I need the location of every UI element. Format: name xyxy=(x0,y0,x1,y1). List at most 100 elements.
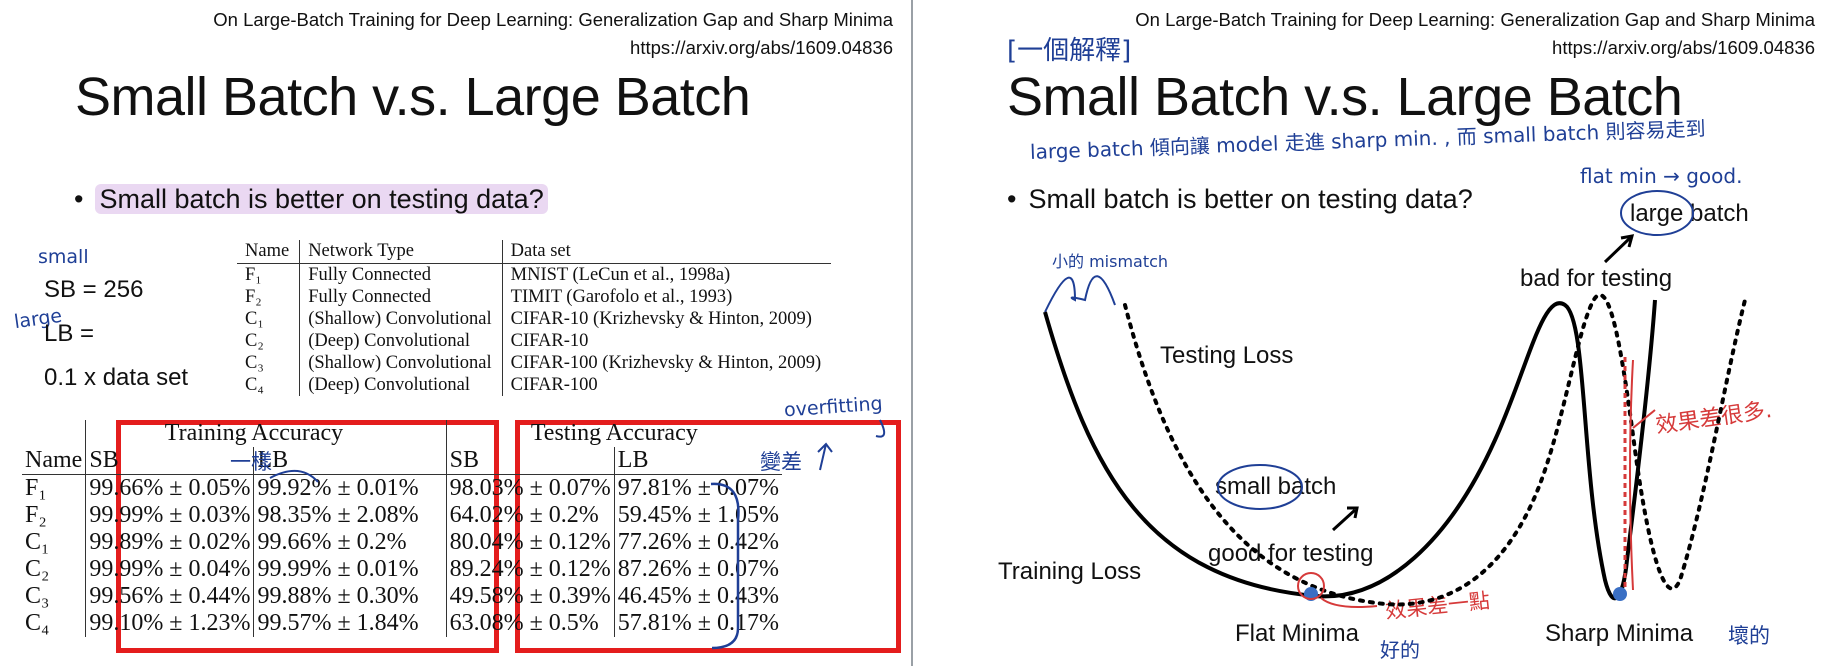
small-circle-annotation xyxy=(1217,464,1303,510)
table-cell: 99.56% ± 0.44% xyxy=(85,583,254,610)
testing-accuracy-header: Testing Accuracy xyxy=(445,420,782,447)
table-cell: 99.99% ± 0.03% xyxy=(85,502,254,529)
table-cell: (Shallow) Convolutional xyxy=(299,352,503,374)
table-cell: 99.99% ± 0.01% xyxy=(253,556,422,583)
table-row: F₁ Fully Connected MNIST (LeCun et al., 19… xyxy=(237,263,832,286)
table-cell: 57.81% ± 0.17% xyxy=(613,610,782,637)
left-slide: On Large-Batch Training for Deep Learnin… xyxy=(0,0,913,666)
table-cell: CIFAR-10 xyxy=(501,330,832,352)
large-circle-annotation xyxy=(1620,190,1694,236)
handwritten-good: 好的 xyxy=(1380,638,1420,662)
table-row: C₁ 99.89% ± 0.02% 99.66% ± 0.2% 80.04% ± 0.… xyxy=(22,529,782,556)
highlighted-question: Small batch is better on testing data? xyxy=(95,184,548,214)
table-cell: C₄ xyxy=(25,610,50,636)
paper-title: On Large-Batch Training for Deep Learnin… xyxy=(1135,9,1815,30)
table-cell: C₂ xyxy=(25,556,50,582)
table-row: F₁ 99.66% ± 0.05% 99.92% ± 0.01% 98.03% ± 0… xyxy=(22,474,782,502)
table-cell: 46.45% ± 0.43% xyxy=(613,583,782,610)
flat-minimum-point xyxy=(1304,587,1318,601)
table-cell: F₁ xyxy=(25,475,47,501)
sb-definition: SB = 256 xyxy=(44,276,144,303)
table-cell: F₁ xyxy=(245,265,262,285)
paper-url[interactable]: https://arxiv.org/abs/1609.04836 xyxy=(1552,37,1815,58)
table-cell: TIMIT (Garofolo et al., 1993) xyxy=(501,286,832,308)
table-cell: 63.08% ± 0.5% xyxy=(445,610,615,637)
column-header: SB xyxy=(85,447,254,475)
good-for-testing-label: good for testing xyxy=(1208,540,1374,567)
handwritten-note-line2: flat min → good. xyxy=(1580,164,1743,188)
table-row: C₃ (Shallow) Convolutional CIFAR-100 (Kriz… xyxy=(237,352,832,374)
flat-minima-label: Flat Minima xyxy=(1235,620,1360,647)
table-header-row: Name SB LB SB LB xyxy=(22,447,782,475)
bullet-dot: • xyxy=(74,184,84,214)
table-cell: Fully Connected xyxy=(299,286,503,308)
bad-for-testing-label: bad for testing xyxy=(1520,265,1673,292)
column-header: Data set xyxy=(501,240,832,264)
training-accuracy-header: Training Accuracy xyxy=(85,420,422,447)
handwritten-small: small xyxy=(38,246,89,268)
table-cell: C₂ xyxy=(245,331,264,351)
same-arrow-icon xyxy=(269,470,319,483)
question-text: Small batch is better on testing data? xyxy=(1028,184,1473,214)
table-row: F₂ 99.99% ± 0.03% 98.35% ± 2.08% 64.02% ± 0… xyxy=(22,502,782,529)
small-batch-label: small batch xyxy=(1215,473,1337,500)
sharp-minima-label: Sharp Minima xyxy=(1545,620,1694,647)
right-slide: On Large-Batch Training for Deep Learnin… xyxy=(915,0,1839,666)
table-header-row: Name Network Type Data set xyxy=(237,240,832,264)
table-cell: F₂ xyxy=(245,287,262,307)
handwritten-worse: 變差 xyxy=(760,450,802,474)
slide-title: Small Batch v.s. Large Batch xyxy=(75,67,751,127)
table-row: C₃ 99.56% ± 0.44% 99.88% ± 0.30% 49.58% ± 0… xyxy=(22,583,782,610)
table-cell: C₃ xyxy=(245,353,264,373)
table-cell: 99.66% ± 0.2% xyxy=(253,529,422,556)
paper-reference: On Large-Batch Training for Deep Learnin… xyxy=(213,6,893,62)
handwritten-same: 一樣 xyxy=(230,450,272,474)
table-row: C₄ (Deep) Convolutional CIFAR-100 xyxy=(237,374,832,396)
training-loss-label: Training Loss xyxy=(998,558,1142,585)
table-cell: 99.10% ± 1.23% xyxy=(85,610,254,637)
column-header: LB xyxy=(613,447,782,475)
table-cell: 99.57% ± 1.84% xyxy=(253,610,422,637)
table-cell: C₃ xyxy=(25,583,50,609)
table-row: C₄ 99.10% ± 1.23% 99.57% ± 1.84% 63.08% ± 0… xyxy=(22,610,782,637)
bullet-question: • Small batch is better on testing data? xyxy=(1007,184,1473,215)
table-cell: CIFAR-100 (Krizhevsky & Hinton, 2009) xyxy=(501,352,832,374)
table-cell: 49.58% ± 0.39% xyxy=(445,583,615,610)
handwritten-bad: 壞的 xyxy=(1728,624,1770,648)
table-cell: C₄ xyxy=(245,375,264,395)
training-loss-curve xyxy=(1043,299,1657,601)
lb-definition: LB = xyxy=(44,320,95,347)
handwritten-explanation-tag: [一個解釋] xyxy=(1007,36,1132,66)
table-row: C₂ (Deep) Convolutional CIFAR-10 xyxy=(237,330,832,352)
up-arrow-icon xyxy=(817,442,833,471)
table-cell: C₁ xyxy=(245,309,264,329)
testing-loss-label: Testing Loss xyxy=(1160,342,1294,369)
paper-reference: On Large-Batch Training for Deep Learnin… xyxy=(1135,6,1815,62)
table-cell: 89.24% ± 0.12% xyxy=(445,556,615,583)
table-cell: 99.88% ± 0.30% xyxy=(253,583,422,610)
left-ink-annotations xyxy=(269,419,886,650)
table-cell: 99.99% ± 0.04% xyxy=(85,556,254,583)
table-cell: CIFAR-10 (Krizhevsky & Hinton, 2009) xyxy=(501,308,832,330)
paper-title: On Large-Batch Training for Deep Learnin… xyxy=(213,9,893,30)
table-cell: (Shallow) Convolutional xyxy=(299,308,503,330)
large-batch-arrow-icon xyxy=(1603,236,1632,264)
slide-title: Small Batch v.s. Large Batch xyxy=(1007,67,1683,127)
flat-minimum-circle xyxy=(1297,572,1325,600)
table-cell: CIFAR-100 xyxy=(501,374,832,396)
column-header: Name xyxy=(22,447,86,475)
table-cell: 59.45% ± 1.05% xyxy=(613,502,782,529)
table-cell: 64.02% ± 0.2% xyxy=(445,502,615,529)
paper-url[interactable]: https://arxiv.org/abs/1609.04836 xyxy=(630,37,893,58)
table-cell: F₂ xyxy=(25,502,47,528)
table-cell: (Deep) Convolutional xyxy=(299,374,503,396)
column-header: Name xyxy=(237,240,300,264)
table-cell: Fully Connected xyxy=(299,263,503,286)
table-cell: 97.81% ± 0.07% xyxy=(613,474,782,502)
table-cell: 98.35% ± 2.08% xyxy=(253,502,422,529)
table-cell: 99.66% ± 0.05% xyxy=(85,474,254,502)
column-header: SB xyxy=(445,447,615,475)
lb-value: 0.1 x data set xyxy=(44,364,189,391)
mismatch-brace xyxy=(1044,275,1116,313)
table-row: F₂ Fully Connected TIMIT (Garofolo et al.,… xyxy=(237,286,832,308)
